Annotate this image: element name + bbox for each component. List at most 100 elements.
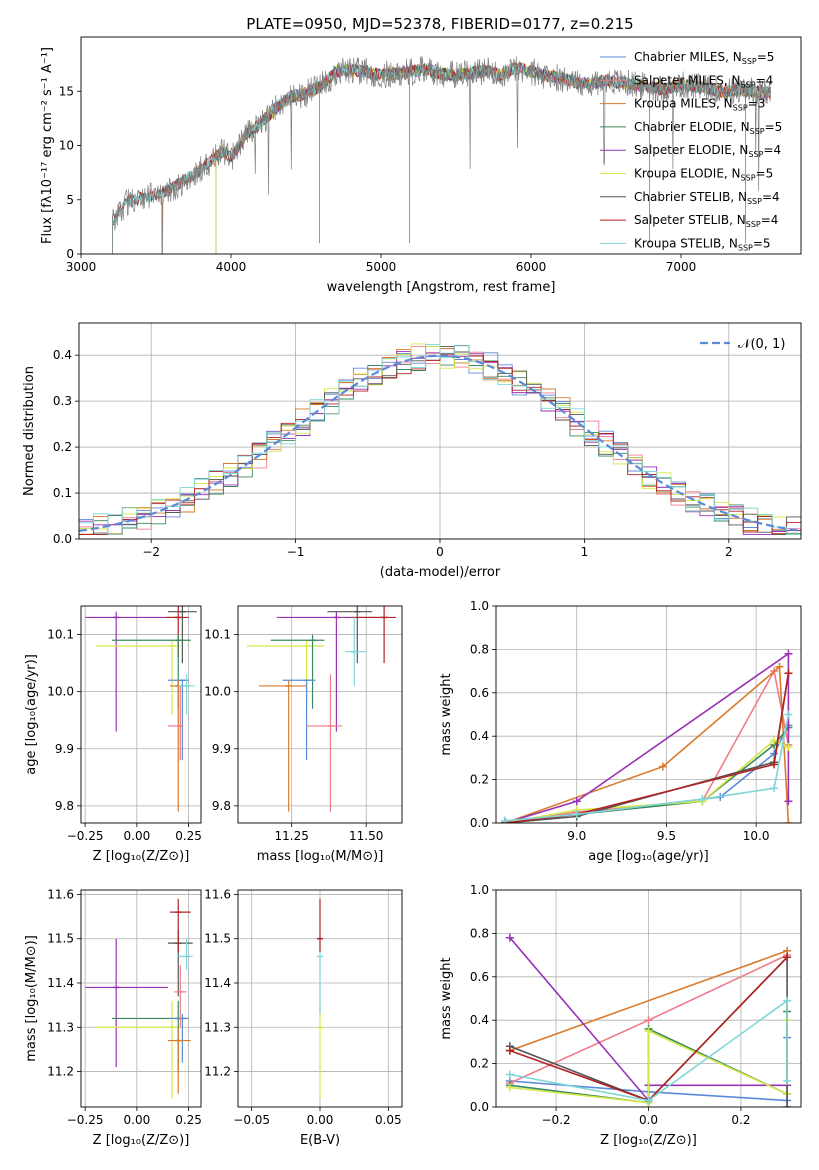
x-tick-label: 0.25 [175,1113,202,1127]
y-tick-label: 5 [66,193,74,207]
x-tick-label: 1 [581,545,589,559]
series-line [509,950,788,1052]
gaussian-curve [79,354,801,532]
legend-subscript: SSP [748,150,763,159]
plot-area [79,323,801,539]
y-tick-label: 1.0 [470,599,489,613]
y-tick-label: 0.0 [53,532,72,546]
chart-mass-vs-Z: −0.25 0.00 0.25 11.2 11.3 11.4 11.5 11.6 Z [log₁… [24,887,202,1148]
y-tick-label: 9.8 [212,799,231,813]
x-tick-label: 0.00 [124,829,151,843]
series-line [504,673,790,823]
y-axis-label: age [log₁₀(age/yr)] [24,654,39,775]
y-tick-label: 9.8 [55,799,74,813]
legend-value: =5 [756,167,774,181]
y-tick-label: 9.9 [55,742,74,756]
legend-value: =4 [762,190,780,204]
x-tick-label: 0.05 [375,1113,402,1127]
y-tick-label: 11.3 [204,1020,231,1034]
axes-frame [495,889,802,1108]
x-tick-label: 0.2 [731,1113,750,1127]
plot-area [112,56,772,254]
legend-subscript: SSP [747,197,762,206]
legend-value: =4 [756,73,774,87]
y-tick-label: 0.4 [470,729,489,743]
y-tick-label: 10 [59,139,74,153]
axes-frame [80,36,802,255]
y-tick-label: 0.8 [470,926,489,940]
x-tick-label: 2 [725,545,733,559]
axes-frame [237,605,403,824]
y-axis-label: mass weight [439,957,454,1039]
y-tick-label: 0.2 [470,1057,489,1071]
observed-spectrum-line [112,56,772,254]
y-tick-label: 10.0 [47,685,74,699]
histogram-step [79,344,801,535]
x-axis-label: age [log₁₀(age/yr)] [588,849,709,864]
legend-value: =4 [763,143,781,157]
figure-title: PLATE=0950, MJD=52378, FIBERID=0177, z=0… [246,15,633,33]
legend-label: Kroupa MILES, NSSP=3 [634,97,765,113]
legend-value: =5 [757,50,775,64]
y-tick-label: 11.5 [47,932,74,946]
axes-frame [80,889,202,1108]
x-tick-label: −0.2 [542,1113,571,1127]
legend-subscript: SSP [750,127,765,136]
y-tick-label: 11.2 [47,1065,74,1079]
y-tick-label: 11.4 [204,976,231,990]
legend-subscript: SSP [741,174,756,183]
y-tick-label: 0.4 [53,348,72,362]
y-tick-label: 9.9 [212,742,231,756]
y-tick-label: 11.5 [204,932,231,946]
legend-label: Kroupa STELIB, NSSP=5 [634,236,771,252]
x-axis-label: mass [log₁₀(M/M⊙)] [257,849,384,864]
x-tick-label: 11.25 [274,829,308,843]
legend-label: Salpeter STELIB, NSSP=4 [634,213,778,229]
y-axis-label: Normed distribution [22,366,37,496]
series-line [509,999,788,1102]
y-tick-label: 0 [66,247,74,261]
legend-subscript: SSP [733,104,748,113]
y-tick-label: 0.1 [53,486,72,500]
x-tick-label: 0.0 [639,1113,658,1127]
x-axis-label: (data-model)/error [380,565,501,580]
legend-subscript: SSP [738,243,753,252]
x-tick-label: −2 [142,545,160,559]
x-axis-label: wavelength [Angstrom, rest frame] [327,280,556,295]
plot-area [496,890,801,1107]
y-tick-label: 10.1 [47,628,74,642]
chart-massweight-vs-Z: −0.2 0.0 0.2 0.0 0.2 0.4 0.6 0.8 1.0 Z [log₁₀(Z/Z… [439,883,802,1148]
y-tick-label: 0.0 [470,1100,489,1114]
chart-age-vs-Z: −0.25 0.00 0.25 9.8 9.9 10.0 10.1 Z [log₁₀(Z/Z⊙… [24,605,202,864]
y-tick-label: 11.2 [204,1065,231,1079]
x-tick-label: 9.0 [567,829,586,843]
legend-label: Salpeter ELODIE, NSSP=4 [634,143,781,159]
plot-area [238,890,402,1107]
chart-massweight-vs-age: 9.0 9.5 10.0 0.0 0.2 0.4 0.6 0.8 1.0 age [log₁₀(a… [439,599,802,864]
legend-label: 𝒩(0, 1) [738,337,785,352]
legend-subscript: SSP [742,57,757,66]
x-tick-label: 6000 [516,260,547,274]
y-axis-label: Flux [fλ10⁻¹⁷ erg cm⁻² s⁻¹ A⁻¹] [40,47,55,244]
x-tick-label: 9.5 [657,829,676,843]
legend-subscript: SSP [741,80,756,89]
x-tick-label: 3000 [66,260,97,274]
legend-label: Chabrier STELIB, NSSP=4 [634,190,780,206]
plot-area [81,890,201,1107]
axes-frame [80,605,202,824]
x-axis-label: E(B-V) [300,1133,340,1148]
x-axis-label: Z [log₁₀(Z/Z⊙)] [600,1133,697,1148]
chart-spectrum: 3000 4000 5000 6000 7000 0 5 10 15 wavelength [An… [40,36,802,295]
x-tick-label: 0.25 [175,829,202,843]
x-tick-label: −1 [287,545,305,559]
y-tick-label: 0.4 [470,1013,489,1027]
axes-frame [237,889,403,1108]
x-tick-label: 11.50 [349,829,383,843]
y-tick-label: 11.4 [47,976,74,990]
legend-value: =3 [748,97,766,111]
y-tick-label: 0.6 [470,970,489,984]
y-tick-label: 11.6 [204,887,231,901]
legend-subscript: SSP [746,220,761,229]
x-tick-label: 4000 [216,260,247,274]
y-tick-label: 0.2 [470,773,489,787]
